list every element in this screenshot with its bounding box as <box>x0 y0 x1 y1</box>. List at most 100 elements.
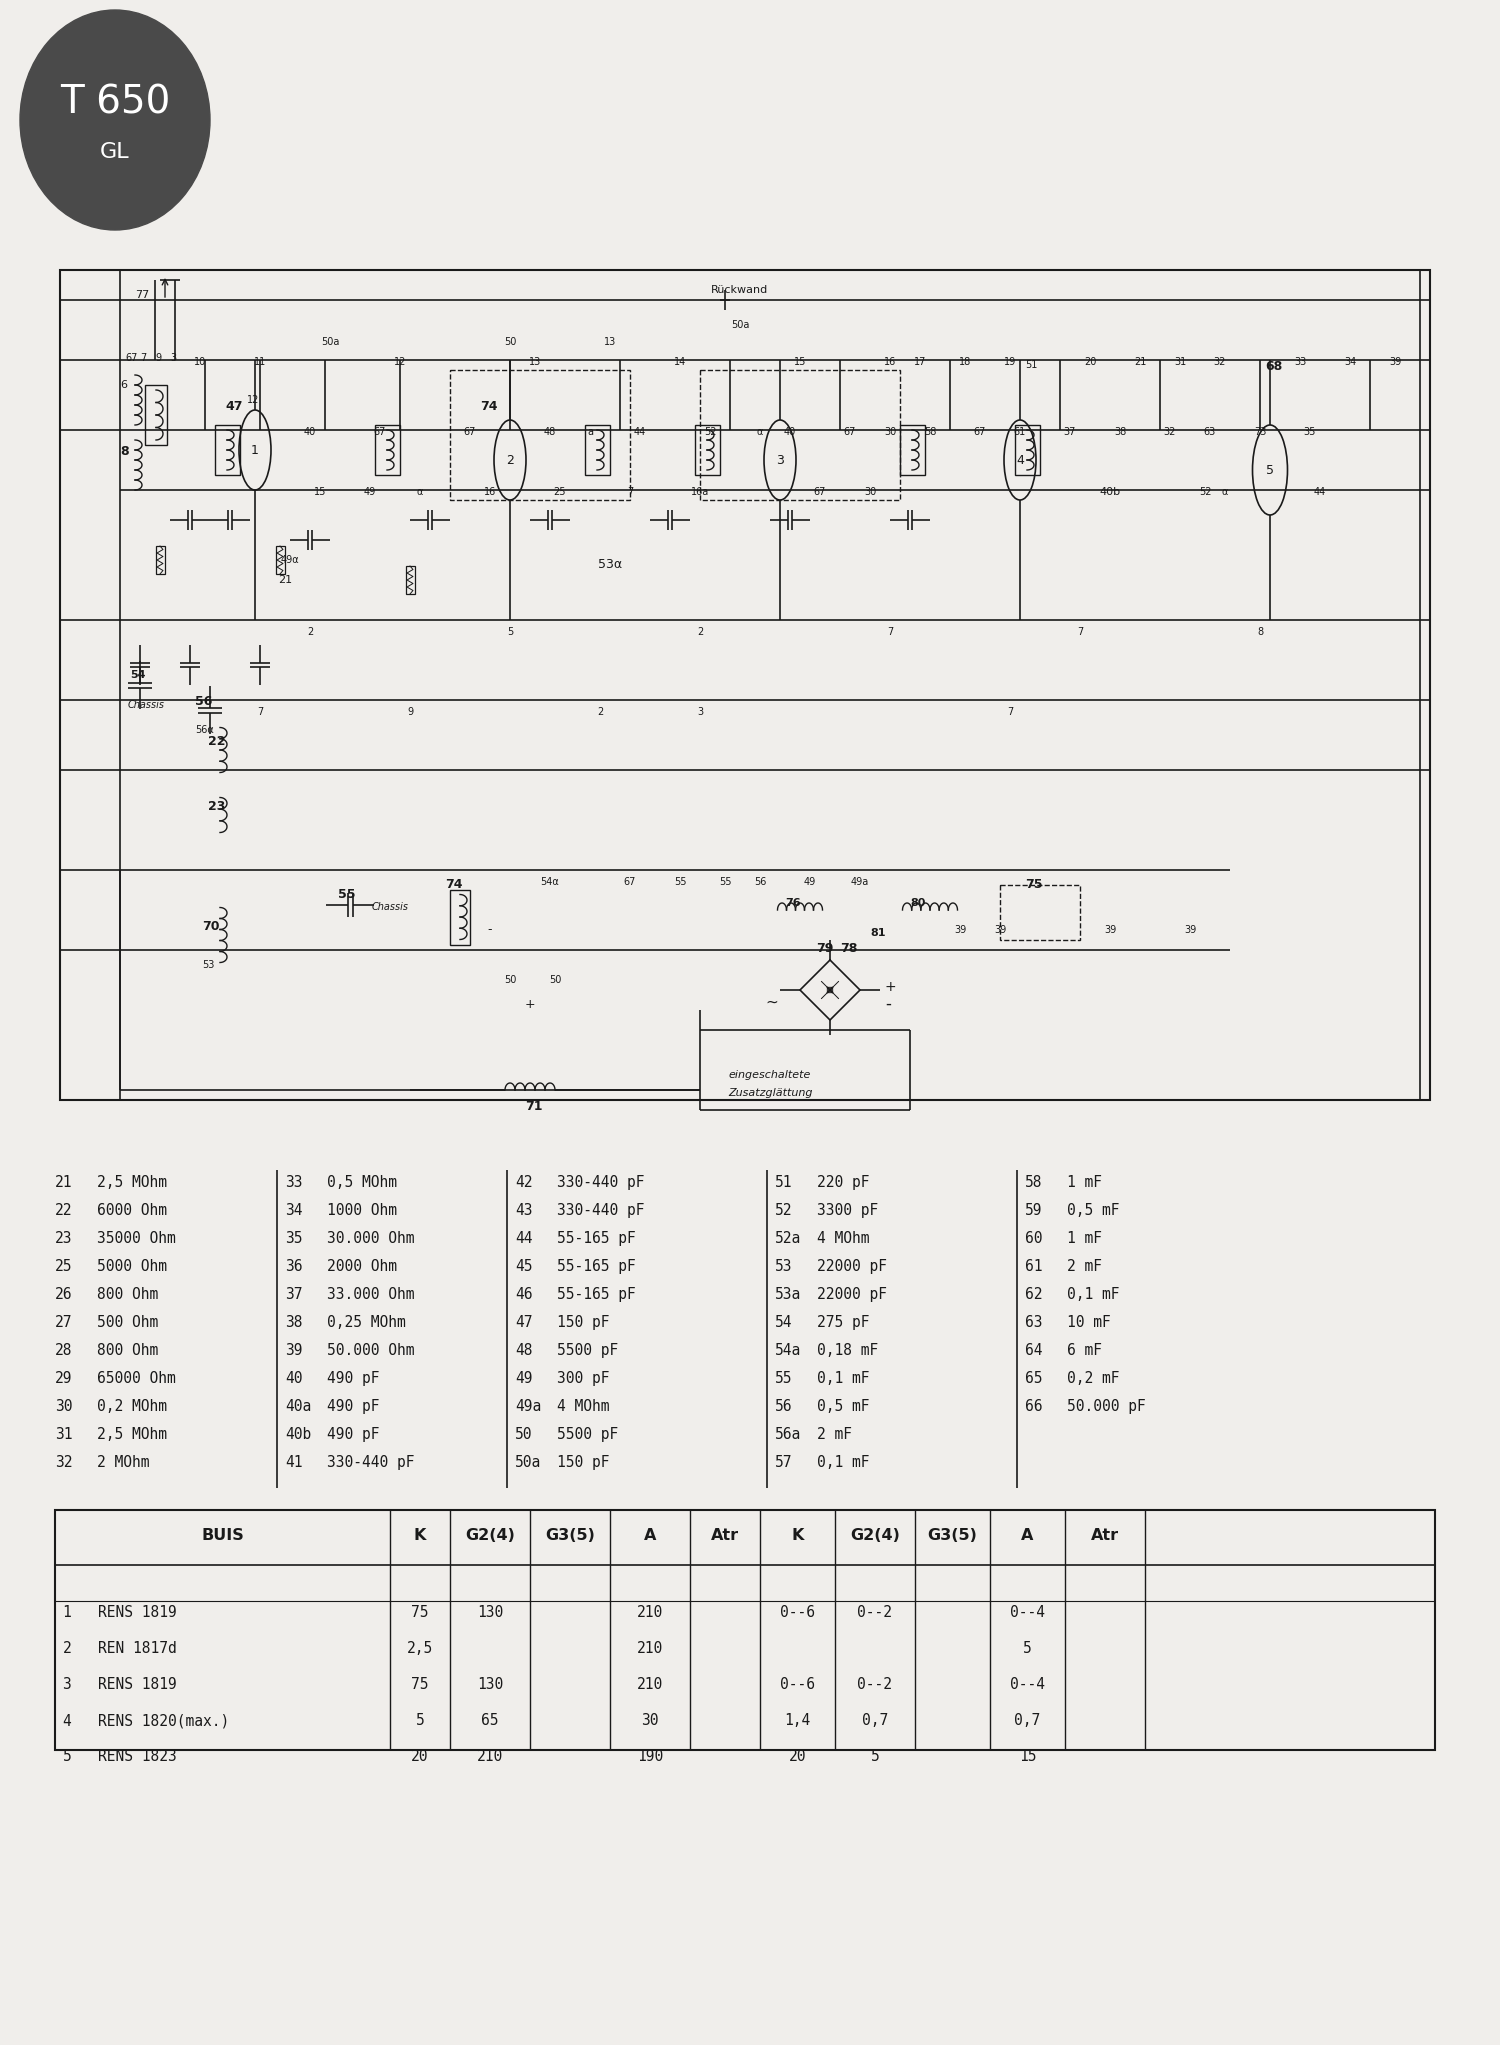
Text: 8: 8 <box>120 446 129 458</box>
Text: 2: 2 <box>506 454 515 466</box>
Text: 5   RENS 1823: 5 RENS 1823 <box>63 1748 177 1765</box>
Text: 26: 26 <box>56 1286 72 1303</box>
Text: 3300 pF: 3300 pF <box>818 1202 879 1219</box>
Text: α: α <box>758 427 764 438</box>
Text: 11: 11 <box>254 358 266 366</box>
Text: 2: 2 <box>308 628 314 636</box>
Text: 56: 56 <box>195 695 213 708</box>
Bar <box>700 370 900 499</box>
Text: 5: 5 <box>870 1748 879 1765</box>
Text: 67: 67 <box>464 427 476 438</box>
Text: 330-440 pF: 330-440 pF <box>556 1202 645 1219</box>
Text: 34: 34 <box>285 1202 303 1219</box>
Text: 40b: 40b <box>285 1427 312 1442</box>
Text: eingeschaltete: eingeschaltete <box>729 1070 812 1080</box>
Text: 49: 49 <box>804 877 816 888</box>
Text: 14: 14 <box>674 358 686 366</box>
Text: 0,1 mF: 0,1 mF <box>818 1454 870 1470</box>
Text: 51: 51 <box>1024 360 1038 370</box>
Text: G3(5): G3(5) <box>927 1528 978 1544</box>
Text: 62: 62 <box>1024 1286 1042 1303</box>
Text: 58: 58 <box>924 427 936 438</box>
Text: 10 mF: 10 mF <box>1066 1315 1110 1329</box>
Text: 65000 Ohm: 65000 Ohm <box>98 1370 176 1387</box>
Text: 52: 52 <box>776 1202 792 1219</box>
Text: 800 Ohm: 800 Ohm <box>98 1286 159 1303</box>
Text: 39: 39 <box>954 924 966 935</box>
Text: 0--4: 0--4 <box>1010 1677 1046 1691</box>
Text: -: - <box>885 996 891 1012</box>
Text: 44: 44 <box>1314 487 1326 497</box>
Text: 7: 7 <box>256 708 262 718</box>
Text: 17: 17 <box>914 358 926 366</box>
Text: 2000 Ohm: 2000 Ohm <box>327 1260 398 1274</box>
Text: 71: 71 <box>525 1100 543 1112</box>
Text: 28: 28 <box>56 1344 72 1358</box>
Text: 210: 210 <box>638 1640 663 1656</box>
Text: 0,5 mF: 0,5 mF <box>818 1399 870 1413</box>
Text: 56a: 56a <box>776 1427 801 1442</box>
Text: 39: 39 <box>1104 924 1116 935</box>
Text: 32: 32 <box>1164 427 1176 438</box>
Text: 275 pF: 275 pF <box>818 1315 870 1329</box>
Text: 61: 61 <box>1024 1260 1042 1274</box>
Text: 9: 9 <box>154 354 160 364</box>
Text: 81: 81 <box>870 928 885 939</box>
Text: 41: 41 <box>285 1454 303 1470</box>
Text: 13: 13 <box>530 358 542 366</box>
Text: 67: 67 <box>124 354 138 364</box>
Text: G2(4): G2(4) <box>465 1528 514 1544</box>
Text: 35: 35 <box>285 1231 303 1245</box>
Text: 75: 75 <box>411 1677 429 1691</box>
Text: 210: 210 <box>638 1677 663 1691</box>
Bar <box>694 425 720 474</box>
Text: 22: 22 <box>209 734 225 748</box>
Text: 43: 43 <box>514 1202 532 1219</box>
Text: 55: 55 <box>776 1370 792 1387</box>
Text: 55: 55 <box>674 877 686 888</box>
Text: 1000 Ohm: 1000 Ohm <box>327 1202 398 1219</box>
Text: 27: 27 <box>56 1315 72 1329</box>
Text: 2: 2 <box>597 708 603 718</box>
Text: 53a: 53a <box>776 1286 801 1303</box>
Text: 8: 8 <box>1257 628 1263 636</box>
Text: +: + <box>525 998 536 1012</box>
Text: A: A <box>1022 1528 1034 1544</box>
Text: 33: 33 <box>1294 358 1306 366</box>
Text: 0,7: 0,7 <box>862 1714 888 1728</box>
Text: 500 Ohm: 500 Ohm <box>98 1315 159 1329</box>
Text: 40: 40 <box>784 427 796 438</box>
Bar <box>450 370 630 499</box>
Text: 4 MOhm: 4 MOhm <box>556 1399 609 1413</box>
Text: 6 mF: 6 mF <box>1066 1344 1102 1358</box>
Text: 55: 55 <box>718 877 732 888</box>
Text: 32: 32 <box>56 1454 72 1470</box>
Text: 76: 76 <box>784 898 801 908</box>
Text: 29: 29 <box>56 1370 72 1387</box>
Text: 800 Ohm: 800 Ohm <box>98 1344 159 1358</box>
Text: 21: 21 <box>1134 358 1146 366</box>
Text: 49: 49 <box>514 1370 532 1387</box>
Bar <box>60 270 1429 1100</box>
Text: 30: 30 <box>642 1714 658 1728</box>
Text: 5000 Ohm: 5000 Ohm <box>98 1260 166 1274</box>
Text: 3: 3 <box>776 454 784 466</box>
Text: 22000 pF: 22000 pF <box>818 1260 886 1274</box>
Text: 50: 50 <box>504 337 516 348</box>
Text: 0--6: 0--6 <box>780 1677 814 1691</box>
Text: 51: 51 <box>776 1176 792 1190</box>
Text: 1 mF: 1 mF <box>1066 1231 1102 1245</box>
Text: 49α: 49α <box>280 554 300 564</box>
Text: 40b: 40b <box>1100 487 1120 497</box>
Text: 0,5 mF: 0,5 mF <box>1066 1202 1119 1219</box>
Text: 490 pF: 490 pF <box>327 1370 380 1387</box>
Text: 40: 40 <box>304 427 316 438</box>
Text: 210: 210 <box>477 1748 502 1765</box>
Text: 38: 38 <box>285 1315 303 1329</box>
Text: 7: 7 <box>886 628 892 636</box>
Text: 12: 12 <box>394 358 406 366</box>
Text: 210: 210 <box>638 1605 663 1620</box>
Text: 20: 20 <box>1084 358 1096 366</box>
Bar <box>1016 425 1040 474</box>
Text: 50: 50 <box>504 975 516 986</box>
